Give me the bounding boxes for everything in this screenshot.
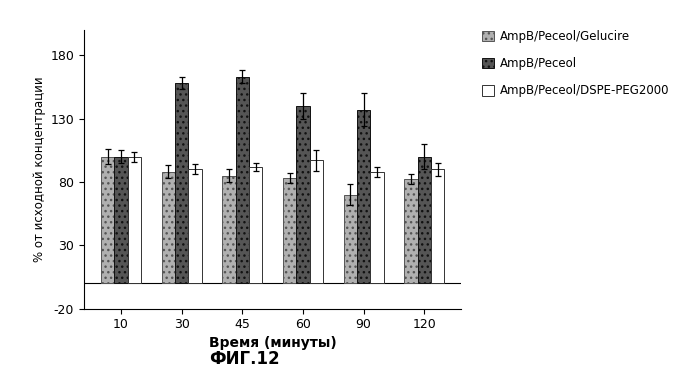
Bar xyxy=(101,157,115,283)
Bar xyxy=(417,157,431,283)
X-axis label: Время (минуты): Время (минуты) xyxy=(209,336,336,350)
Bar xyxy=(188,169,202,283)
Bar xyxy=(283,178,296,283)
Bar xyxy=(431,169,444,283)
Bar xyxy=(296,106,310,283)
Bar xyxy=(357,110,370,283)
Bar xyxy=(161,172,175,283)
Legend: AmpB/Peceol/Gelucire, AmpB/Peceol, AmpB/Peceol/DSPE-PEG2000: AmpB/Peceol/Gelucire, AmpB/Peceol, AmpB/… xyxy=(482,30,670,97)
Bar xyxy=(175,83,188,283)
Text: ФИГ.12: ФИГ.12 xyxy=(209,350,280,368)
Y-axis label: % от исходной концентрации: % от исходной концентрации xyxy=(33,77,46,262)
Bar xyxy=(343,195,357,283)
Bar xyxy=(115,157,128,283)
Bar xyxy=(222,176,236,283)
Bar xyxy=(249,167,262,283)
Bar xyxy=(310,160,323,283)
Bar xyxy=(128,157,141,283)
Bar xyxy=(370,172,384,283)
Bar xyxy=(404,179,417,283)
Bar xyxy=(236,77,249,283)
